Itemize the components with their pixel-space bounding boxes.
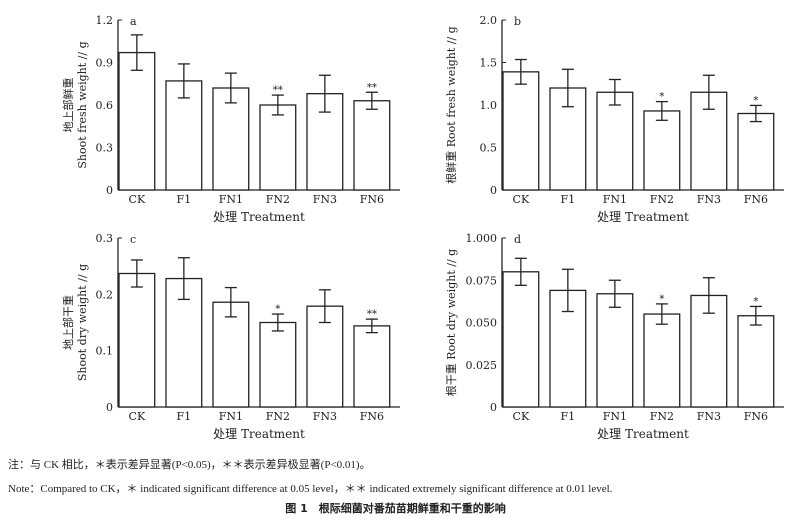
x-tick-label: FN1 [603,410,627,423]
panel-label: a [130,15,137,28]
x-tick-label: F1 [177,193,192,206]
y-axis-title-cn: 根干重 [444,360,458,397]
y-tick-label: 0.025 [466,359,498,372]
y-axis-title-cn: 地上部鲜重 [61,78,75,133]
x-axis-title: 处理 Treatment [213,427,305,441]
significance-mark: * [659,92,664,103]
y-tick-label: 0 [490,401,497,414]
significance-mark: * [753,95,758,106]
x-tick-label: FN6 [744,410,768,423]
panel-a: 0 0.3 0.6 0.9 1.2 a CK F1 FN1 ** FN2 FN3 ** FN6 处理 Tre… [61,14,400,224]
bar-FN6 [353,100,391,191]
bar-CK [502,271,540,408]
x-axis-title: 处理 Treatment [213,210,305,224]
x-tick-label: FN2 [650,410,674,423]
x-tick-label: CK [129,410,146,423]
bar-CK [118,51,156,191]
bar-FN2 [259,104,297,191]
y-axis-title-en: Root dry weight // g [445,249,458,360]
x-tick-label: FN6 [360,410,384,423]
bar-FN1 [212,301,250,408]
y-axis-title-cn: 根鲜重 [444,147,458,184]
y-tick-label: 0.075 [466,274,498,287]
x-tick-label: F1 [561,193,576,206]
y-tick-label: 0.3 [96,232,114,245]
y-tick-label: 1.2 [96,14,114,27]
bar-CK [502,71,540,191]
panel-label: b [514,15,521,28]
x-tick-label: FN6 [360,193,384,206]
x-tick-label: F1 [561,410,576,423]
note-chinese: 注：与 CK 相比，＊表示差异显著(P<0.05)，＊＊表示差异极显著(P<0.… [8,459,371,471]
x-tick-label: FN6 [744,193,768,206]
y-tick-label: 1.0 [480,99,498,112]
x-tick-label: CK [513,410,530,423]
x-tick-label: FN3 [697,193,721,206]
significance-mark: ** [367,309,377,320]
y-axis-title: 根鲜重 Root fresh weight // g [444,26,458,183]
y-tick-label: 2.0 [480,14,498,27]
bar-FN1 [212,87,250,191]
y-axis-title-cn: 地上部干重 [61,295,75,350]
significance-mark: * [753,296,758,307]
y-axis-title: 根干重 Root dry weight // g [444,249,458,396]
figure-caption: 图 1 根际细菌对番茄苗期鲜重和干重的影响 [285,502,506,515]
x-tick-label: FN3 [313,410,337,423]
x-tick-label: FN3 [697,410,721,423]
note-english: Note：Compared to CK，＊ indicated signific… [8,483,613,495]
y-tick-label: 0 [490,184,497,197]
significance-mark: ** [273,85,283,96]
x-tick-label: FN2 [266,410,290,423]
y-tick-label: 0.6 [96,99,114,112]
bar-FN1 [596,293,634,408]
y-axis-title-en: Root fresh weight // g [445,26,458,147]
panel-d: 0 0.025 0.050 0.075 1.000 d CK F1 FN1 * FN2 FN3 * FN6… [444,232,784,441]
significance-mark: * [659,294,664,305]
bar-FN2 [643,313,681,408]
x-tick-label: FN1 [219,193,243,206]
y-tick-label: 1.5 [480,57,498,70]
bar-FN1 [596,91,634,191]
x-tick-label: FN1 [603,193,627,206]
y-tick-label: 0.9 [96,57,114,70]
x-tick-label: FN2 [266,193,290,206]
x-axis-title: 处理 Treatment [597,210,689,224]
y-axis-title-en: Shoot fresh weight // g [76,41,89,168]
x-tick-label: FN3 [313,193,337,206]
y-tick-label: 0.1 [96,345,114,358]
significance-mark: * [275,304,280,315]
x-tick-label: CK [513,193,530,206]
y-tick-label: 0.2 [96,288,114,301]
y-tick-label: 0.5 [480,142,498,155]
bar-FN6 [353,325,391,408]
x-tick-label: F1 [177,410,192,423]
panel-label: d [514,233,521,246]
x-tick-label: CK [129,193,146,206]
bar-FN2 [643,110,681,191]
bar-FN6 [737,112,775,191]
y-tick-label: 0.3 [96,142,114,155]
panel-b: 0 0.5 1.0 1.5 2.0 b CK F1 FN1 * FN2 FN3 * FN6 处理 Treat… [444,14,784,224]
y-tick-label: 1.000 [466,232,498,245]
y-tick-label: 0.050 [466,317,498,330]
x-tick-label: FN1 [219,410,243,423]
x-axis-title: 处理 Treatment [597,427,689,441]
bar-FN6 [737,315,775,408]
y-tick-label: 0 [106,184,113,197]
y-axis-title-en: Shoot dry weight // g [76,264,89,381]
panel-c: 0 0.1 0.2 0.3 c CK F1 FN1 * FN2 FN3 ** FN6 处理 Treatme… [61,232,400,441]
x-tick-label: FN2 [650,193,674,206]
significance-mark: ** [367,82,377,93]
bar-FN2 [259,321,297,408]
panel-label: c [130,233,136,246]
bar-CK [118,272,156,408]
y-tick-label: 0 [106,401,113,414]
